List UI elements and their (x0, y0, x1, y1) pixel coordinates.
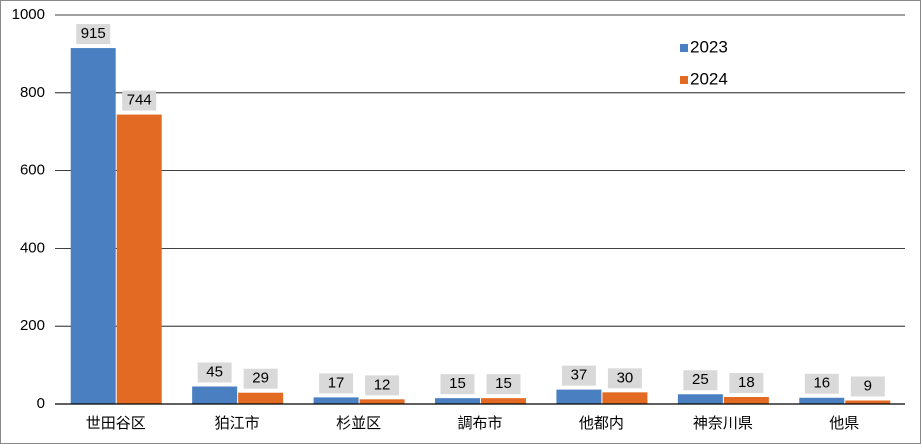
bar (116, 114, 162, 405)
legend-label: 2024 (690, 69, 728, 88)
value-label-bg (365, 375, 400, 396)
bar (723, 396, 769, 404)
x-tick-label: 狛江市 (215, 415, 260, 432)
y-tick-label: 800 (20, 84, 45, 101)
value-label: 37 (571, 367, 588, 384)
value-label-bg (486, 374, 521, 395)
value-label-bg (440, 374, 475, 395)
value-label: 25 (692, 371, 709, 388)
bar (435, 398, 480, 404)
x-tick-label: 調布市 (457, 415, 502, 432)
y-tick-label: 1000 (12, 6, 45, 23)
value-label-bg (683, 370, 718, 391)
legend-swatch (680, 76, 688, 84)
value-label: 744 (127, 92, 152, 109)
y-tick-label: 600 (20, 162, 45, 179)
value-label-bg (607, 368, 642, 389)
value-label-bg (319, 373, 354, 394)
value-label: 16 (813, 375, 830, 392)
y-tick-label: 200 (20, 317, 45, 334)
value-label: 9 (864, 377, 872, 394)
value-label: 45 (206, 363, 223, 380)
bar (70, 48, 116, 404)
x-tick-label: 神奈川県 (693, 415, 753, 432)
bar (799, 397, 845, 404)
bar (238, 392, 284, 404)
bar (192, 386, 238, 404)
value-label: 30 (617, 369, 634, 386)
value-label-bg (76, 24, 111, 45)
bar (556, 389, 602, 404)
value-label-bg (122, 90, 157, 111)
value-label-bg (243, 368, 278, 389)
bar (359, 399, 405, 404)
legend-swatch (680, 44, 688, 52)
value-label: 12 (374, 376, 391, 393)
bar (845, 400, 891, 404)
value-label: 18 (738, 374, 755, 391)
value-label-bg (729, 372, 764, 393)
value-label-bg (197, 362, 232, 383)
x-tick-label: 他都内 (579, 415, 624, 432)
y-tick-label: 0 (37, 395, 45, 412)
value-label-bg (804, 373, 839, 394)
value-label-bg (850, 376, 885, 397)
x-tick-label: 世田谷区 (86, 415, 146, 432)
x-tick-label: 他県 (829, 415, 859, 432)
value-label: 17 (328, 374, 345, 391)
value-label: 915 (81, 25, 106, 42)
bar (481, 398, 526, 404)
value-label: 15 (449, 375, 466, 392)
bar (602, 392, 648, 404)
value-label-bg (561, 365, 596, 386)
x-tick-label: 杉並区 (336, 415, 381, 432)
legend-label: 2023 (690, 37, 728, 56)
y-tick-label: 400 (20, 239, 45, 256)
bar (313, 397, 359, 404)
value-label: 15 (495, 375, 512, 392)
value-label: 29 (252, 370, 269, 387)
bar (677, 394, 723, 404)
